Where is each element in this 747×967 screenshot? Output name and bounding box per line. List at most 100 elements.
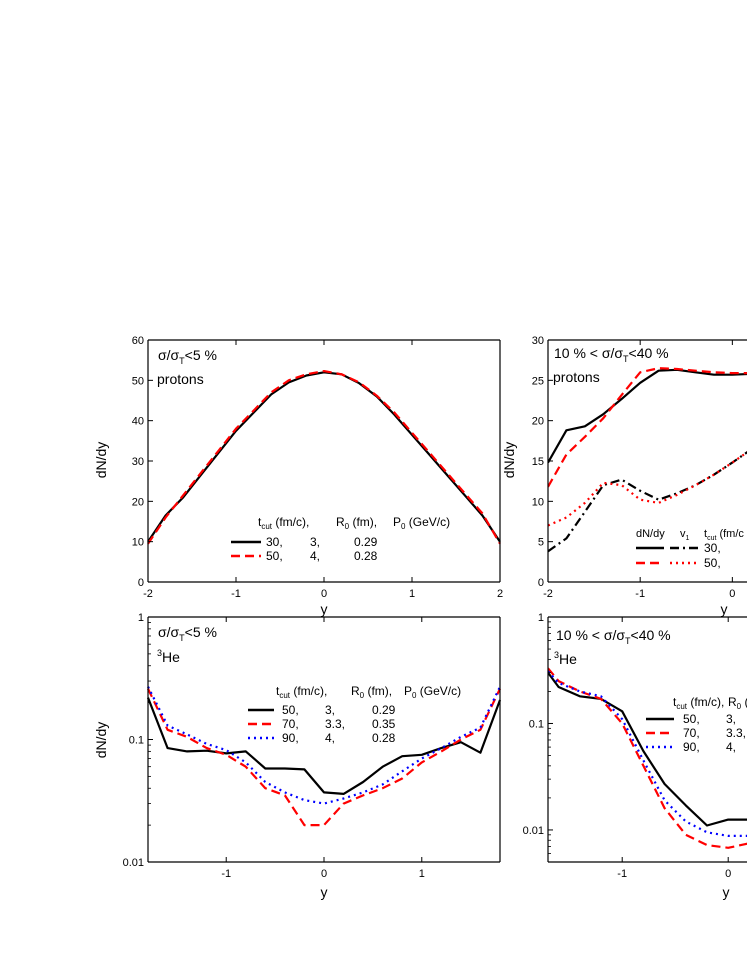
series-line-tl-1	[147, 370, 501, 545]
y-tick-label-bl: 0.01	[123, 857, 144, 869]
legend-top-right: dN/dy v1 tcut (fm/c 30, 50,	[636, 528, 744, 570]
legend-row-3-p0: 0.28	[372, 731, 396, 745]
legend-row-2-r0: 3.3,	[325, 717, 345, 731]
plot-tr: -2 -1 0 0 5 10 15 20 25 30	[532, 335, 747, 600]
x-tick-label-br: 0	[725, 868, 731, 880]
x-tick-label-bl: 0	[321, 868, 327, 880]
y-tick-label-tl: 40	[132, 416, 144, 428]
legend-header-r0: R0 (	[728, 695, 747, 711]
annotation-bottom-right-particle: 3He	[554, 650, 577, 667]
plot-bl: -1 0 1 0.01 0.1 1	[123, 612, 502, 880]
legend-row-3-tcut: 90,	[282, 731, 299, 745]
y-tick-label-tr: 15	[532, 456, 544, 468]
legend-row-2-p0: 0.35	[372, 717, 396, 731]
series-line-tr-1	[548, 367, 747, 488]
y-tick-label-tr: 0	[538, 577, 544, 589]
series-line-tl-0	[147, 371, 501, 543]
legend-row-1-p0: 0.29	[372, 703, 396, 717]
legend-header-tcut: tcut (fm/c),	[258, 515, 309, 531]
svg-text:σ/σT<5 %: σ/σT<5 %	[158, 624, 217, 643]
svg-text:3He: 3He	[554, 650, 577, 667]
y-tick-label-bl: 1	[138, 612, 144, 624]
legend-row-2-tcut: 50,	[266, 549, 283, 563]
legend-row-2-tcut: 70,	[683, 726, 700, 740]
legend-header-v1: v1	[680, 528, 690, 542]
x-tick-label-tr: -1	[635, 588, 645, 600]
legend-row-1-tcut: 30,	[266, 535, 283, 549]
y-tick-label-bl: 0.1	[129, 735, 144, 747]
legend-row-3-r0: 4,	[325, 731, 335, 745]
annotation-top-right-particle: protons	[553, 369, 600, 385]
y-tick-label-tl: 50	[132, 375, 144, 387]
legend-row-3-r0: 4,	[726, 740, 736, 754]
legend-header-tcut: tcut (fm/c),	[673, 695, 724, 711]
series-line-tr-2	[548, 451, 747, 553]
y-tick-label-br: 1	[538, 612, 544, 624]
svg-text:10 % < σ/σT<40 %: 10 % < σ/σT<40 %	[556, 627, 671, 646]
x-tick-label-bl: 1	[419, 868, 425, 880]
legend-row-1-r0: 3,	[325, 703, 335, 717]
svg-text:10 % < σ/σT<40 %: 10 % < σ/σT<40 %	[554, 345, 669, 364]
legend-row-2-tcut: 70,	[282, 717, 299, 731]
y-axis-label-bottom-left: dN/dy	[93, 722, 109, 759]
x-tick-label-br: -1	[617, 868, 627, 880]
legend-header-r0: R0 (fm),	[336, 515, 377, 531]
y-tick-label-tr: 25	[532, 375, 544, 387]
legend-row-1-p0: 0.29	[354, 535, 378, 549]
legend-row-3-tcut: 90,	[683, 740, 700, 754]
x-tick-label-tl: 1	[409, 588, 415, 600]
legend-header-p0: P0 (GeV/c)	[393, 515, 450, 531]
svg-text:3He: 3He	[157, 648, 180, 665]
x-tick-label-bl: -1	[221, 868, 231, 880]
legend-row-1-tcut: 50,	[683, 712, 700, 726]
panel-bottom-right: 10 % < σ/σT<40 % 3He y tcut (fm/c), R0 (…	[554, 627, 747, 900]
x-tick-label-tl: 2	[497, 588, 503, 600]
legend-header-dndy: dN/dy	[636, 528, 665, 540]
legend-row-1-tcut: 50,	[282, 703, 299, 717]
y-tick-label-br: 0.01	[523, 825, 544, 837]
legend-header-tcut: tcut (fm/c),	[276, 684, 327, 700]
y-tick-label-tl: 30	[132, 456, 144, 468]
annotation-top-left-centrality: σ/σT<5 %	[158, 347, 217, 366]
legend-row-1-tcut: 30,	[704, 541, 721, 555]
y-tick-label-tl: 20	[132, 496, 144, 508]
legend-row-1-r0: 3,	[726, 712, 736, 726]
x-tick-label-tl: 0	[321, 588, 327, 600]
panel-top-right: 10 % < σ/σT<40 % protons dN/dy y dN/dy v…	[501, 345, 744, 617]
legend-bottom-right: tcut (fm/c), R0 ( 50, 3, 70, 3.3, 90, 4,	[646, 695, 747, 754]
series-line-tr-3	[548, 451, 747, 527]
y-axis-label-top-right: dN/dy	[501, 442, 517, 479]
legend-row-2-r0: 4,	[310, 549, 320, 563]
y-tick-label-tl: 10	[132, 537, 144, 549]
x-tick-label-tr: -2	[543, 588, 553, 600]
x-tick-label-tl: -1	[231, 588, 241, 600]
x-axis-label-top-left: y	[321, 601, 328, 617]
svg-text:σ/σT<5 %: σ/σT<5 %	[158, 347, 217, 366]
series-line-bl-2	[147, 686, 501, 805]
legend-row-2-r0: 3.3,	[726, 726, 746, 740]
plot-br: -1 0 0.01 0.1 1	[523, 612, 747, 880]
panel-bottom-left: σ/σT<5 % 3He dN/dy y tcut (fm/c), R0 (fm…	[93, 624, 461, 900]
panel-top-left: σ/σT<5 % protons dN/dy y tcut (fm/c), R0…	[93, 347, 450, 617]
y-tick-label-tr: 5	[538, 537, 544, 549]
y-tick-label-br: 0.1	[529, 718, 544, 730]
legend-row-2-tcut: 50,	[704, 556, 721, 570]
y-tick-label-tr: 20	[532, 416, 544, 428]
legend-header-p0: P0 (GeV/c)	[404, 684, 461, 700]
annotation-bottom-left-centrality: σ/σT<5 %	[158, 624, 217, 643]
series-line-br-0	[548, 672, 747, 827]
legend-header-r0: R0 (fm),	[351, 684, 392, 700]
annotation-bottom-right-centrality: 10 % < σ/σT<40 %	[556, 627, 671, 646]
series-line-bl-0	[146, 697, 502, 796]
x-tick-label-tl: -2	[143, 588, 153, 600]
legend-bottom-left: tcut (fm/c), R0 (fm), P0 (GeV/c) 50, 3, …	[248, 684, 461, 745]
y-tick-label-tl: 60	[132, 335, 144, 347]
x-axis-label-bottom-right: y	[723, 884, 730, 900]
x-axis-label-bottom-left: y	[321, 884, 328, 900]
y-tick-label-tr: 10	[532, 496, 544, 508]
annotation-top-left-particle: protons	[157, 371, 204, 387]
series-line-tr-0	[548, 368, 747, 464]
y-axis-label-top-left: dN/dy	[93, 442, 109, 479]
